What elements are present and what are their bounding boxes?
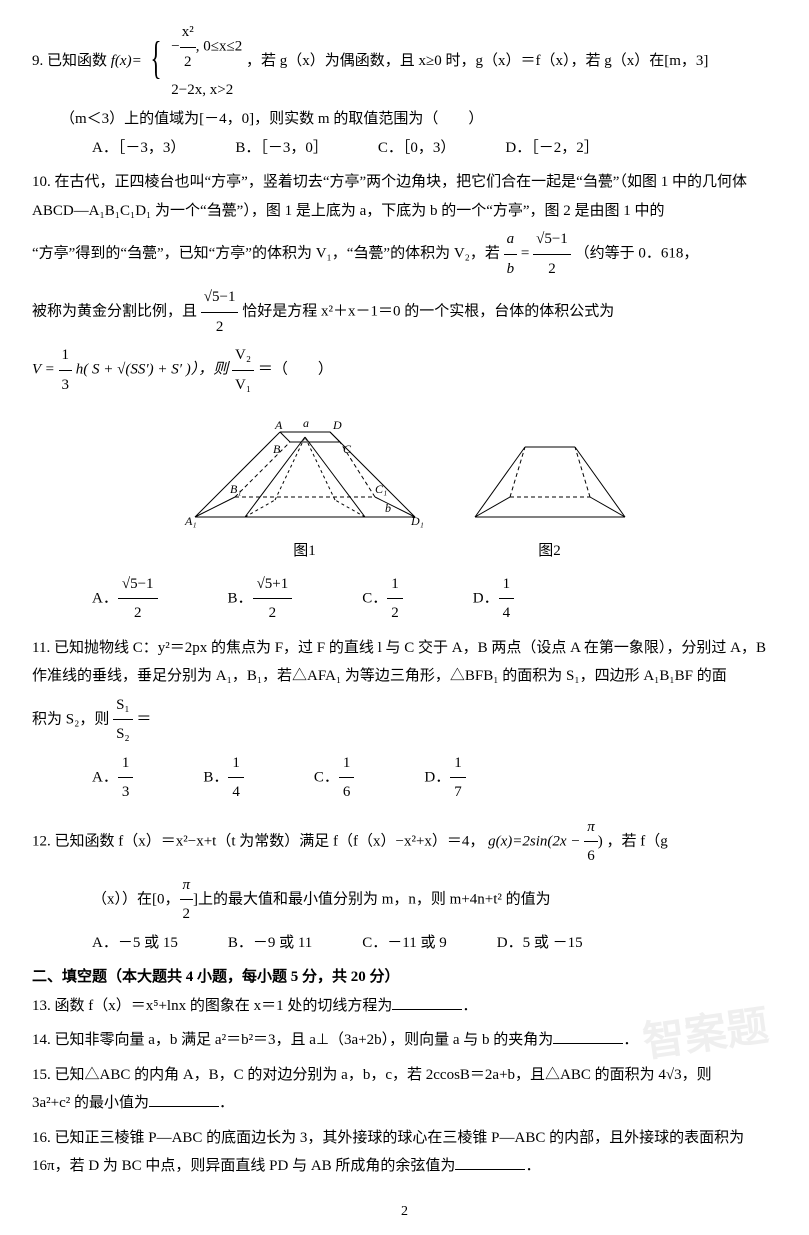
q9-options: A．［－3，3） B．［－3，0］ C．［0，3） D．［－2，2］	[92, 134, 777, 163]
question-12: 12. 已知函数 f（x）＝x²−x+t（t 为常数）满足 f（f（x）−x²+…	[32, 813, 777, 958]
q10-options: A．√5−12 B．√5+12 C．12 D．14	[92, 570, 777, 628]
q11-opt-b: B．14	[203, 749, 244, 807]
q12-options: A．－5 或 15 B．－9 或 11 C．－11 或 9 D．5 或 －15	[92, 929, 777, 958]
q9-opt-b: B．［－3，0］	[235, 134, 328, 163]
q10-fig2: 图2	[465, 427, 635, 566]
q10-opt-a: A．√5−12	[92, 570, 158, 628]
q10-stem4: V = 13 h( S + √(SS′) + S′ )），则 V₂V₁ ＝（ ）	[32, 341, 777, 399]
q11-options: A．13 B．14 C．16 D．17	[92, 749, 777, 807]
q12-opt-d: D．5 或 －15	[497, 929, 583, 958]
q12-opt-b: B．－9 或 11	[228, 929, 312, 958]
blank-14	[553, 1027, 623, 1045]
svg-text:C: C	[343, 442, 352, 456]
q12-opt-a: A．－5 或 15	[92, 929, 178, 958]
svg-text:b: b	[385, 501, 391, 515]
svg-text:D: D	[332, 418, 342, 432]
q9-stem-a: 9. 已知函数	[32, 53, 111, 69]
blank-16	[455, 1153, 525, 1171]
svg-text:A₁: A₁	[184, 514, 197, 528]
q9-stem-b: ，若 g（x）为偶函数，且 x≥0 时，g（x）＝f（x），若 g（x）在[m，…	[246, 53, 708, 69]
q10-opt-c: C．12	[362, 570, 403, 628]
q10-opt-b: B．√5+12	[228, 570, 293, 628]
svg-text:C₁: C₁	[375, 482, 387, 496]
question-15: 15. 已知△ABC 的内角 A，B，C 的对边分别为 a，b，c，若 2cco…	[32, 1061, 777, 1118]
question-16: 16. 已知正三棱锥 P—ABC 的底面边长为 3，其外接球的球心在三棱锥 P—…	[32, 1124, 777, 1181]
q10-stem1: 10. 在古代，正四棱台也叫“方亭”，竖着切去“方亭”两个边角块，把它们合在一起…	[32, 168, 777, 225]
q12-stem1: 12. 已知函数 f（x）＝x²−x+t（t 为常数）满足 f（f（x）−x²+…	[32, 813, 777, 871]
question-11: 11. 已知抛物线 C：y²＝2px 的焦点为 F，过 F 的直线 l 与 C …	[32, 634, 777, 807]
blank-13	[392, 992, 462, 1010]
q9-stem-c: （m＜3）上的值域为[－4，0]，则实数 m 的取值范围为（ ）	[60, 105, 777, 134]
q9-opt-d: D．［－2，2］	[505, 134, 598, 163]
q10-stem2: “方亭”得到的“刍甍”，已知“方亭”的体积为 V₁，“刍甍”的体积为 V₂，若 …	[32, 225, 777, 283]
blank-15	[149, 1090, 219, 1108]
q12-stem2: （x））在[0，π2]上的最大值和最小值分别为 m，n，则 m+4n+t² 的值…	[92, 871, 777, 929]
svg-text:B₁: B₁	[230, 482, 242, 496]
q11-stem1: 11. 已知抛物线 C：y²＝2px 的焦点为 F，过 F 的直线 l 与 C …	[32, 634, 777, 691]
q9-opt-a: A．［－3，3）	[92, 134, 185, 163]
svg-text:a: a	[303, 416, 309, 430]
q11-opt-c: C．16	[314, 749, 355, 807]
q11-stem2: 积为 S₂，则 S₁S₂ ＝	[32, 691, 777, 749]
section-2-heading: 二、填空题（本大题共 4 小题，每小题 5 分，共 20 分）	[32, 963, 777, 992]
q10-stem3: 被称为黄金分割比例，且 √5−12 恰好是方程 x²＋x－1＝0 的一个实根，台…	[32, 283, 777, 341]
q12-opt-c: C．－11 或 9	[362, 929, 446, 958]
q9-opt-c: C．［0，3）	[378, 134, 456, 163]
q10-fig1: A D B C a A₁ B₁ C₁ D₁ b 图1	[175, 407, 435, 566]
q10-figures: A D B C a A₁ B₁ C₁ D₁ b 图1	[32, 407, 777, 566]
svg-text:B: B	[273, 442, 281, 456]
question-14: 14. 已知非零向量 a，b 满足 a²＝b²＝3，且 a⊥（3a+2b），则向…	[32, 1026, 777, 1055]
svg-text:A: A	[274, 418, 283, 432]
question-13: 13. 函数 f（x）＝x⁵+lnx 的图象在 x＝1 处的切线方程为．	[32, 992, 777, 1021]
svg-text:D₁: D₁	[410, 514, 424, 528]
q11-opt-a: A．13	[92, 749, 133, 807]
q11-opt-d: D．17	[424, 749, 465, 807]
q10-opt-d: D．14	[473, 570, 514, 628]
page-number: 2	[32, 1199, 777, 1226]
question-10: 10. 在古代，正四棱台也叫“方亭”，竖着切去“方亭”两个边角块，把它们合在一起…	[32, 168, 777, 628]
question-9: 9. 已知函数 f(x)= { −x²2, 0≤x≤2 2−2x, x>2 ，若…	[32, 18, 777, 162]
q9-piecewise: f(x)= { −x²2, 0≤x≤2 2−2x, x>2	[111, 18, 242, 105]
